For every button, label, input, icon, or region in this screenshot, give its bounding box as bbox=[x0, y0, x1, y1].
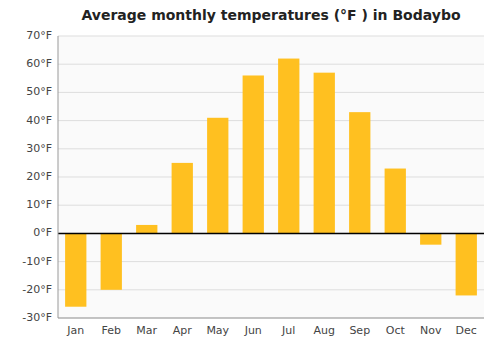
x-axis-line bbox=[58, 318, 484, 319]
y-tick-label: 60°F bbox=[26, 57, 52, 70]
y-tick-label: 0°F bbox=[33, 226, 52, 239]
x-tick-label: Mar bbox=[136, 324, 157, 337]
x-tick-label: Jun bbox=[244, 324, 262, 337]
bar bbox=[420, 233, 441, 244]
x-tick-label: Aug bbox=[314, 324, 335, 337]
y-tick-label: 20°F bbox=[26, 170, 52, 183]
chart-container: Average monthly temperatures (°F ) in Bo… bbox=[0, 0, 500, 350]
y-grid-line bbox=[58, 148, 484, 149]
y-tick-label: 70°F bbox=[26, 29, 52, 42]
bar bbox=[101, 233, 122, 289]
bar bbox=[456, 233, 477, 295]
y-tick-label: -20°F bbox=[22, 283, 52, 296]
y-tick-label: 30°F bbox=[26, 142, 52, 155]
y-tick-label: 50°F bbox=[26, 85, 52, 98]
y-grid-line bbox=[58, 64, 484, 65]
y-grid-line bbox=[58, 36, 484, 37]
bar bbox=[136, 225, 157, 233]
grid bbox=[58, 36, 484, 318]
y-grid-line bbox=[58, 120, 484, 121]
y-tick-label: -10°F bbox=[22, 255, 52, 268]
x-tick-label: Nov bbox=[420, 324, 442, 337]
x-tick-label: Oct bbox=[386, 324, 406, 337]
plot-background bbox=[58, 36, 484, 318]
y-grid-line bbox=[58, 289, 484, 290]
y-grid-line bbox=[58, 92, 484, 93]
y-tick-label: 40°F bbox=[26, 114, 52, 127]
bar bbox=[278, 59, 299, 234]
bar bbox=[207, 118, 228, 234]
bar bbox=[349, 112, 370, 233]
y-axis-line bbox=[58, 36, 59, 318]
zero-line bbox=[58, 233, 484, 235]
bar bbox=[314, 73, 335, 234]
bar bbox=[243, 75, 264, 233]
y-tick-label: -30°F bbox=[22, 311, 52, 324]
bar bbox=[65, 233, 86, 306]
x-tick-label: Feb bbox=[102, 324, 121, 337]
y-grid-line bbox=[58, 177, 484, 178]
y-grid-line bbox=[58, 233, 484, 234]
x-tick-label: Sep bbox=[349, 324, 370, 337]
chart: Average monthly temperatures (°F ) in Bo… bbox=[0, 0, 500, 350]
x-tick-label: Apr bbox=[173, 324, 193, 337]
bars bbox=[65, 59, 477, 307]
y-grid-line bbox=[58, 205, 484, 206]
bar bbox=[385, 169, 406, 234]
x-tick-label: May bbox=[206, 324, 229, 337]
y-grid-line bbox=[58, 261, 484, 262]
chart-title: Average monthly temperatures (°F ) in Bo… bbox=[81, 7, 460, 23]
x-tick-label: Dec bbox=[456, 324, 477, 337]
bar bbox=[172, 163, 193, 234]
y-grid-line bbox=[58, 318, 484, 319]
y-tick-label: 10°F bbox=[26, 198, 52, 211]
x-tick-label: Jan bbox=[66, 324, 84, 337]
x-tick-label: Jul bbox=[281, 324, 295, 337]
